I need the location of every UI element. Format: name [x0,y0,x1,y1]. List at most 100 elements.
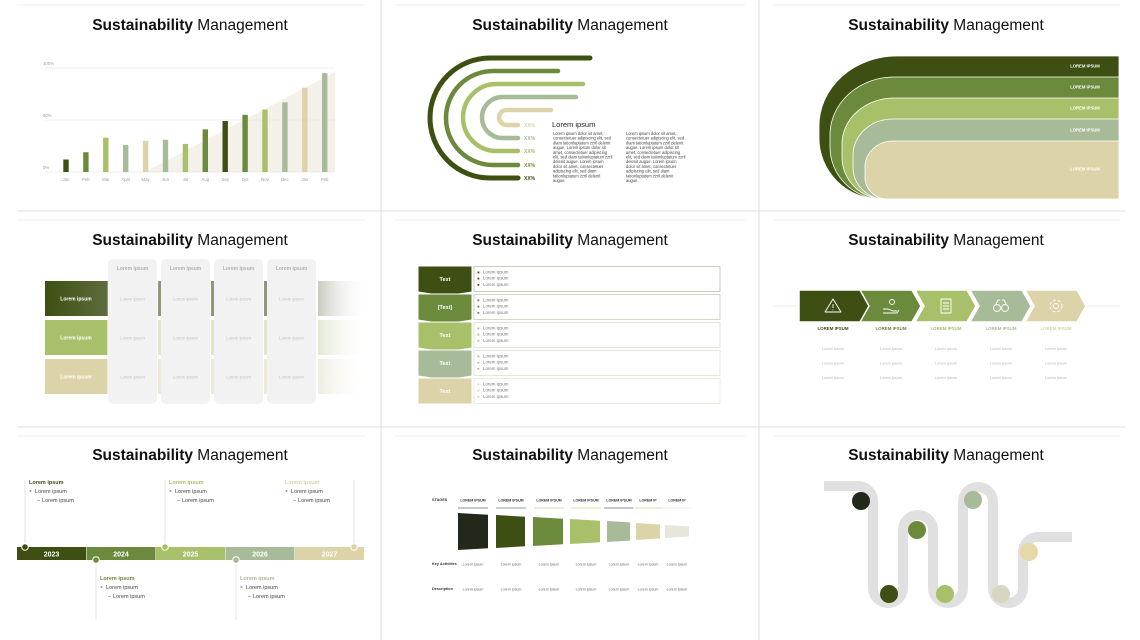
note-heading: Lorem ipsum [285,480,320,486]
slide-title-bold: Sustainability [92,447,193,464]
bar [242,114,248,172]
milestone-dot[interactable] [880,585,898,603]
warning-icon [824,298,842,313]
stage-block [458,513,488,550]
slide-timeline[interactable]: 2023 2024 2025 2026 2027 Lorem ipsum Lorem ips… [17,480,364,620]
slide-winding-path[interactable] [824,481,1072,608]
process-item: Lorem ipsum [1045,376,1067,380]
process-item: Lorem ipsum [822,362,844,366]
slide-title-bold: Sustainability [848,447,949,464]
step-item: Lorem ipsum [483,366,509,371]
year-segment [225,547,295,560]
timeline-dot [92,556,100,564]
band-label: LOREM IPSUM [1070,128,1100,133]
matrix-cell: Lorem ipsum [279,375,304,380]
milestone-dot[interactable] [852,492,870,510]
slide-title-bold: Sustainability [472,17,573,34]
column-header: Lorem ipsum [223,266,255,272]
note-heading: Lorem ipsum [29,480,64,486]
row-header-stages: STAGES [432,498,448,502]
step-item: Lorem ipsum [483,326,509,331]
slide-title-bold: Sustainability [848,232,949,249]
step-item: Lorem ipsum [483,394,509,399]
slide-title: Sustainability Management [472,17,668,34]
step-item: Lorem ipsum [483,332,509,337]
slide-stages-table[interactable]: STAGES LOREM IPSUM LOREM IPSUM LOREM IPSUM L… [432,498,692,592]
stage-cell: Lorem ipsum [667,563,688,567]
bullet-icon [477,299,480,302]
hand-shape [883,308,900,314]
matrix-cell: Lorem ipsum [173,336,198,341]
bullet-icon [477,333,480,336]
stage-block [496,515,525,548]
percent-label: XX% [524,123,536,129]
year-segment [17,547,86,560]
milestone-dot[interactable] [964,491,982,509]
stage-header: LOREM IP [668,499,686,503]
row-strip [158,359,161,394]
x-tick-label: Sep [221,177,229,182]
note-subitem-dash: – [37,498,41,504]
bullet-icon [477,271,480,274]
slide-title-bold: Sustainability [472,447,573,464]
stage-cell: Lorem ipsum [609,588,630,592]
bullet-icon [477,305,480,308]
process-item: Lorem ipsum [990,347,1012,351]
paragraph-line: diam tationluptatum zzril delenit [553,140,611,145]
process-item: Lorem ipsum [880,362,902,366]
slide-title-regular: Management [193,232,288,249]
row-header [45,359,107,394]
note-item: Lorem ipsum [106,585,138,591]
note-subitem-dash: – [248,594,252,600]
row-fade [318,320,368,355]
stage-cell: Lorem ipsum [576,563,597,567]
row-strip [264,281,267,316]
matrix-column [267,259,316,404]
milestone-dot[interactable] [1020,543,1038,561]
year-label: 2023 [44,552,60,559]
note-item: Lorem ipsum [246,585,278,591]
note-subitem: Lorem ipsum [298,498,330,504]
bar [262,109,268,172]
milestone-dot[interactable] [908,521,926,539]
paragraph-line: amet, consectetuer adipiscing [626,150,681,155]
process-chevron [968,289,1032,323]
slide-nested-arcs[interactable]: XX% XX% XX% XX% XX% Lorem ipsum Lorem ipsum do… [427,55,685,183]
paragraph-line: dolor sit amet, consectetuer [553,164,604,169]
bar [63,159,69,172]
note-item: Lorem ipsum [291,489,323,495]
process-chevron [1023,289,1087,323]
bar [322,73,328,172]
percent-label: XX% [524,176,536,182]
paragraph-line: elit, sed diam tationluptatum zzril [553,155,612,160]
timeline-dot [161,543,169,551]
paragraph-line: augue. [626,178,639,183]
x-tick-label: May [142,177,151,182]
matrix-cell: Lorem ipsum [279,336,304,341]
step-item: Lorem ipsum [483,310,509,315]
arc-stroke [479,94,579,141]
step-box [473,266,721,292]
slide-title-regular: Management [573,447,668,464]
slide-bar-chart[interactable]: 0% 50% 100% Jan Feb Mar April May Jun Jul Aug Sep Oc… [43,61,335,182]
slide-layered-bands[interactable]: LOREM IPSUM LOREM IPSUM LOREM IPSUM LOREM I… [818,55,1120,200]
timeline-dot [350,543,358,551]
band-label: LOREM IPSUM [1070,64,1100,69]
x-tick-label: Mar [102,177,110,182]
slide-title: Sustainability Management [472,232,668,249]
milestone-dot[interactable] [992,585,1010,603]
slide-matrix[interactable]: Lorem ipsum Lorem ipsum Lorem ipsum Lorem i… [45,259,368,404]
milestone-dot[interactable] [936,585,954,603]
note-subitem-dash: – [108,594,112,600]
stage-cell: Lorem ipsum [501,563,522,567]
matrix-cell: Lorem ipsum [120,336,145,341]
paragraph-line: dolor sit amet, consectetuer [626,164,677,169]
step-box [473,350,721,376]
slide-title-bold: Sustainability [92,17,193,34]
slide-process-chevrons[interactable]: LOREM IPSUM Lorem ipsum Lorem ipsum Lorem i… [773,289,1120,380]
bullet-icon [477,327,480,330]
cycle-ring [1049,299,1063,313]
process-item: Lorem ipsum [822,347,844,351]
x-tick-label: Jan [63,177,71,182]
